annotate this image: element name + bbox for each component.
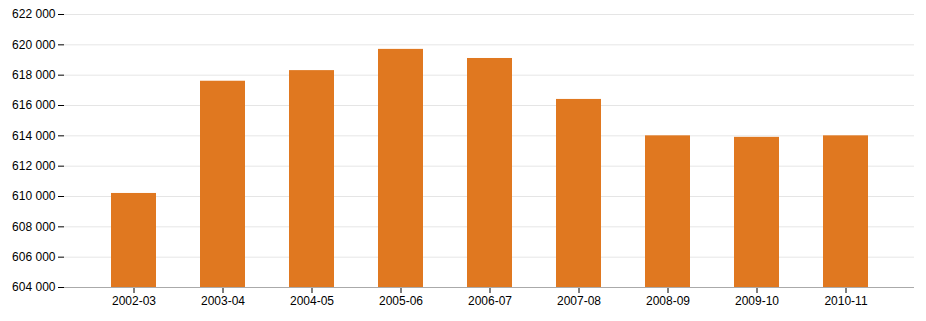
- svg-text:604 000: 604 000: [12, 280, 56, 294]
- svg-text:2007-08: 2007-08: [557, 294, 601, 308]
- svg-text:2002-03: 2002-03: [112, 294, 156, 308]
- svg-text:616 000: 616 000: [12, 98, 56, 112]
- svg-text:2006-07: 2006-07: [468, 294, 512, 308]
- svg-text:608 000: 608 000: [12, 220, 56, 234]
- svg-text:2003-04: 2003-04: [201, 294, 245, 308]
- svg-text:612 000: 612 000: [12, 159, 56, 173]
- svg-text:2005-06: 2005-06: [379, 294, 423, 308]
- svg-text:618 000: 618 000: [12, 68, 56, 82]
- svg-text:2008-09: 2008-09: [646, 294, 690, 308]
- svg-text:606 000: 606 000: [12, 250, 56, 264]
- svg-text:614 000: 614 000: [12, 129, 56, 143]
- svg-text:622 000: 622 000: [12, 7, 56, 21]
- svg-text:2009-10: 2009-10: [735, 294, 779, 308]
- svg-text:2010-11: 2010-11: [824, 294, 867, 308]
- svg-text:620 000: 620 000: [12, 38, 56, 52]
- svg-text:610 000: 610 000: [12, 189, 56, 203]
- svg-text:2004-05: 2004-05: [290, 294, 334, 308]
